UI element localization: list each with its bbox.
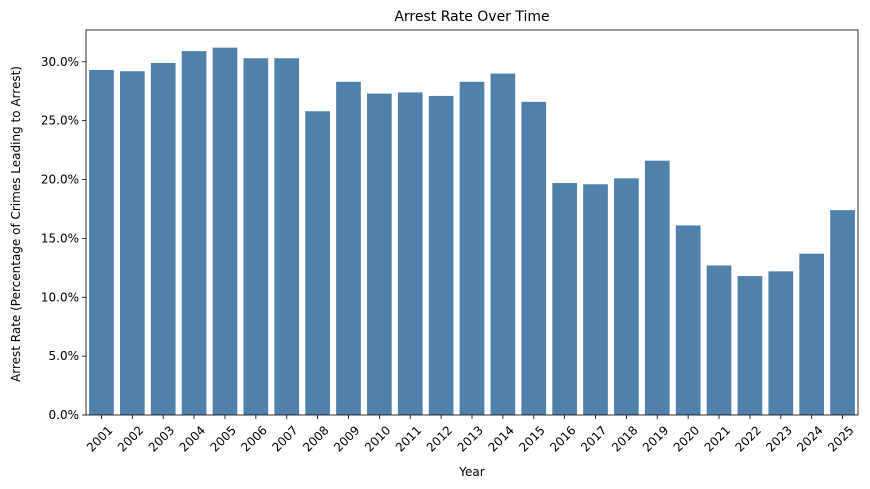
y-tick-label: 30.0% — [41, 55, 79, 69]
y-tick-label: 25.0% — [41, 114, 79, 128]
y-tick-label: 10.0% — [41, 290, 79, 304]
x-tick-label: 2005 — [208, 423, 239, 454]
y-tick-label: 0.0% — [49, 408, 80, 422]
x-tick-label: 2022 — [732, 423, 763, 454]
bar-2018 — [614, 178, 639, 415]
bar-2023 — [768, 271, 794, 415]
bar-2004 — [181, 51, 207, 415]
bar-2006 — [243, 58, 269, 415]
bar-2002 — [119, 71, 145, 416]
x-tick-label: 2010 — [362, 423, 393, 454]
bar-2015 — [521, 101, 547, 415]
bar-2017 — [583, 184, 608, 415]
y-axis-label: Arrest Rate (Percentage of Crimes Leadin… — [9, 66, 23, 382]
bar-2020 — [675, 225, 701, 415]
x-tick-label: 2003 — [146, 423, 177, 454]
chart-title: Arrest Rate Over Time — [394, 9, 549, 25]
x-tick-label: 2006 — [238, 423, 269, 454]
bar-2022 — [737, 276, 763, 415]
x-tick-label: 2007 — [269, 423, 300, 454]
bar-2010 — [367, 93, 392, 415]
bar-2016 — [552, 183, 577, 415]
plot-frame — [85, 29, 859, 416]
bar-2021 — [706, 265, 732, 415]
x-tick-label: 2021 — [702, 423, 733, 454]
x-tick-label: 2024 — [794, 423, 825, 454]
x-axis-ticks: 2001 2002 2003 2004 2005 2006 2007 2008 2009 2010… — [84, 415, 857, 455]
x-tick-label: 2008 — [300, 423, 331, 454]
x-tick-label: 2017 — [578, 423, 609, 454]
bar-2008 — [305, 111, 330, 416]
y-tick-label: 5.0% — [49, 349, 80, 363]
x-axis-label: Year — [458, 465, 484, 479]
bar-2005 — [212, 47, 238, 415]
bar-2009 — [336, 81, 361, 416]
bar-group — [89, 47, 855, 416]
x-tick-label: 2012 — [424, 423, 455, 454]
bar-2012 — [428, 95, 454, 416]
x-tick-label: 2015 — [516, 423, 547, 454]
bar-2001 — [89, 70, 114, 415]
x-tick-label: 2004 — [177, 423, 208, 454]
x-tick-label: 2023 — [763, 423, 794, 454]
y-tick-label: 20.0% — [41, 173, 79, 187]
x-tick-label: 2001 — [84, 423, 115, 454]
bar-2019 — [644, 160, 670, 415]
x-tick-label: 2025 — [825, 423, 856, 454]
bar-2007 — [274, 58, 300, 415]
x-tick-label: 2020 — [671, 423, 702, 454]
bar-2014 — [490, 73, 516, 415]
y-axis-ticks: 0.0% 5.0% 10.0% 15.0% 20.0% 25.0% 30.0% — [41, 55, 86, 422]
x-tick-label: 2016 — [547, 423, 578, 454]
x-tick-label: 2009 — [331, 423, 362, 454]
bar-2025 — [830, 210, 855, 415]
y-tick-label: 15.0% — [41, 231, 79, 245]
x-tick-label: 2014 — [485, 423, 516, 454]
bar-2013 — [459, 81, 485, 416]
x-tick-label: 2013 — [455, 423, 486, 454]
x-tick-label: 2011 — [393, 423, 424, 454]
bar-2003 — [150, 62, 176, 415]
bar-2024 — [799, 253, 825, 415]
x-tick-label: 2002 — [115, 423, 146, 454]
bar-2011 — [397, 92, 423, 416]
x-tick-label: 2019 — [640, 423, 671, 454]
x-tick-label: 2018 — [609, 423, 640, 454]
